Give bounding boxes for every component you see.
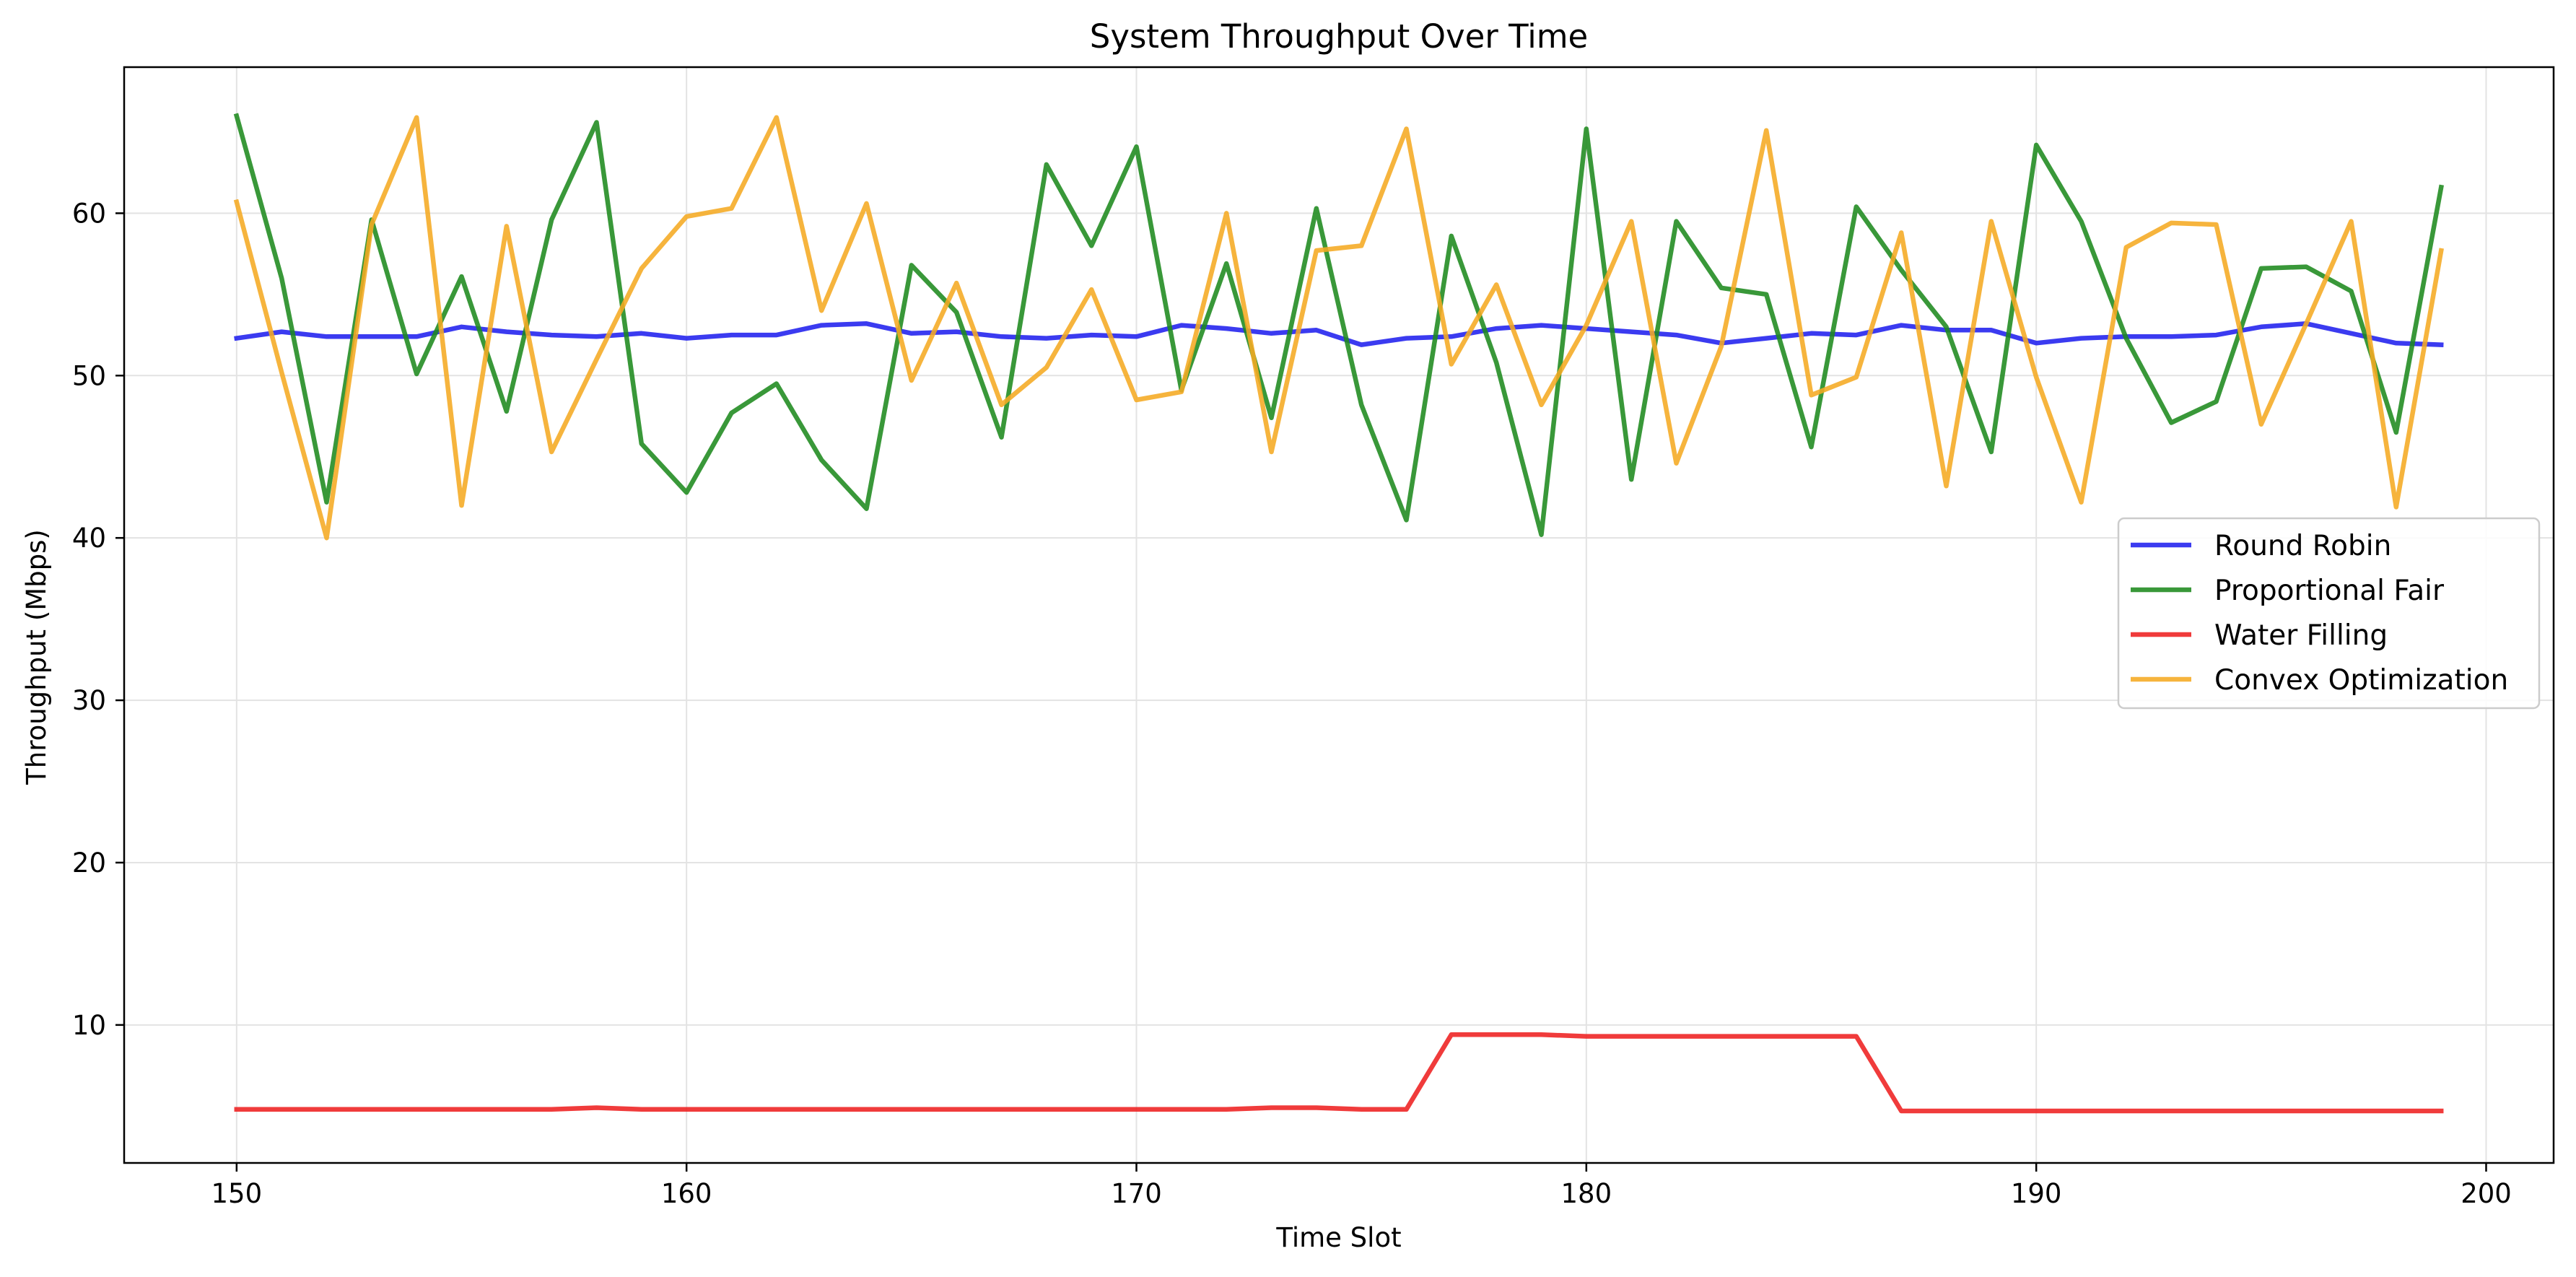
y-axis-label: Throughput (Mbps) bbox=[21, 529, 52, 785]
series-line-water-filling bbox=[234, 1032, 2444, 1114]
x-tick-label: 170 bbox=[1111, 1178, 1162, 1209]
x-tick-label: 180 bbox=[1561, 1178, 1612, 1209]
x-tick-label: 160 bbox=[661, 1178, 712, 1209]
x-axis-label: Time Slot bbox=[1275, 1222, 1401, 1253]
legend-label: Water Filling bbox=[2214, 619, 2388, 652]
x-tick-label: 200 bbox=[2461, 1178, 2512, 1209]
series-lines bbox=[233, 113, 2444, 1114]
legend-box bbox=[2117, 517, 2541, 710]
series-line-proportional-fair bbox=[233, 113, 2444, 537]
y-tick-label: 10 bbox=[72, 1010, 106, 1041]
legend: Round Robin Proportional Fair Water Fillin… bbox=[2117, 517, 2541, 710]
series-line-convex-optimization bbox=[233, 115, 2444, 541]
legend-label: Round Robin bbox=[2214, 530, 2391, 562]
axis-ticks: 150 160 170 180 190 200 10 20 30 40 50 60 bbox=[72, 198, 2512, 1209]
plot-area-frame bbox=[123, 66, 2555, 1164]
y-tick-label: 60 bbox=[72, 198, 106, 229]
x-tick-label: 150 bbox=[211, 1178, 263, 1209]
series-line-round-robin bbox=[234, 321, 2444, 347]
x-tick-label: 190 bbox=[2011, 1178, 2062, 1209]
y-tick-label: 40 bbox=[72, 523, 106, 554]
y-tick-label: 50 bbox=[72, 360, 106, 391]
legend-label: Convex Optimization bbox=[2214, 664, 2508, 697]
legend-label: Proportional Fair bbox=[2214, 575, 2445, 607]
y-tick-label: 30 bbox=[72, 685, 106, 716]
y-tick-label: 20 bbox=[72, 847, 106, 879]
chart-title: System Throughput Over Time bbox=[1090, 17, 1588, 56]
